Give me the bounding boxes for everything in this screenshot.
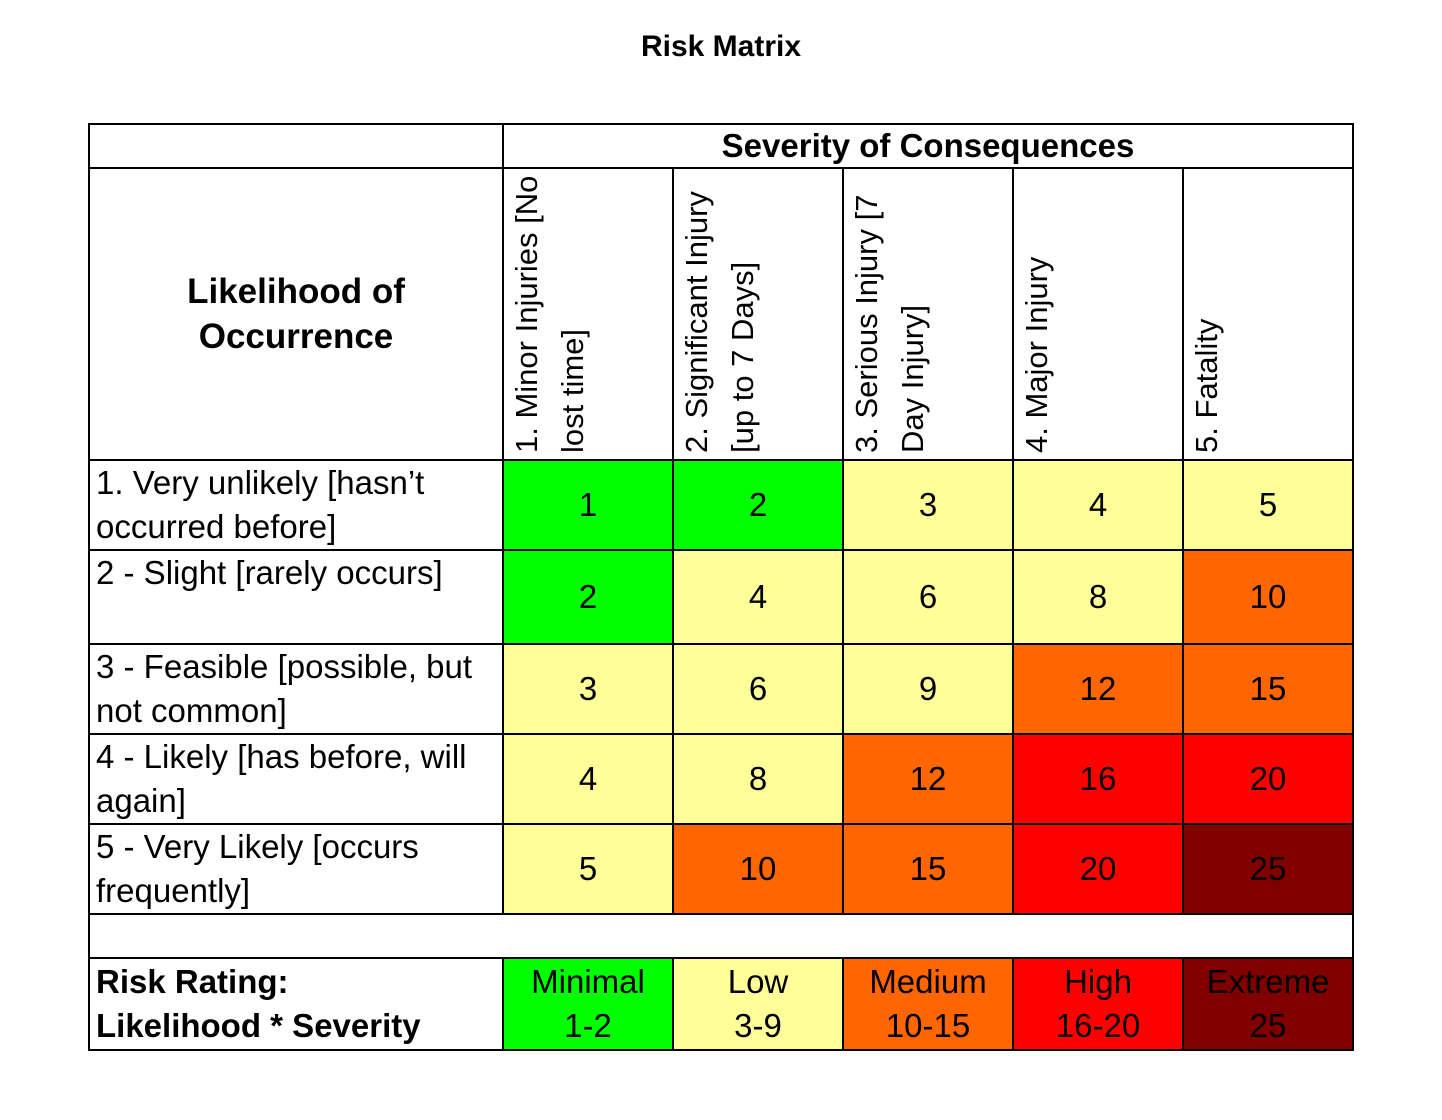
severity-column-header: 2. Significant Injury [up to 7 Days]: [672, 167, 844, 461]
risk-score-cell: 5: [502, 823, 674, 915]
likelihood-row-label: 5 - Very Likely [occurs frequently]: [88, 823, 504, 915]
risk-score-cell: 4: [502, 733, 674, 825]
risk-score-cell: 25: [1182, 823, 1354, 915]
risk-score-cell: 20: [1012, 823, 1184, 915]
likelihood-row-label-line2: occurred before]: [96, 508, 337, 545]
risk-score-cell: 10: [672, 823, 844, 915]
severity-column-header: 4. Major Injury: [1012, 167, 1184, 461]
severity-column-label: 5. Fatality: [1189, 318, 1224, 453]
legend-level-range: 16-20: [1055, 1007, 1141, 1044]
legend-level-name: Low: [727, 963, 789, 1000]
severity-column-label: 2. Significant Injury [up to 7 Days]: [679, 191, 760, 453]
risk-score-cell: 3: [502, 643, 674, 735]
risk-score-cell: 8: [1012, 549, 1184, 645]
risk-score-cell: 15: [842, 823, 1014, 915]
likelihood-row-label-line1: 3 - Feasible [possible, but: [96, 648, 473, 685]
severity-column-header: 1. Minor Injuries [No lost time]: [502, 167, 674, 461]
risk-score-cell: 8: [672, 733, 844, 825]
risk-matrix-table: Severity of Consequences Likelihood of O…: [88, 123, 1354, 1051]
risk-score-cell: 6: [672, 643, 844, 735]
likelihood-title: Likelihood of Occurrence: [88, 167, 504, 461]
likelihood-row-label-line2: again]: [96, 782, 186, 819]
legend-level-range: 10-15: [885, 1007, 971, 1044]
risk-score-cell: 12: [1012, 643, 1184, 735]
likelihood-row-label-line1: 2 - Slight [rarely occurs]: [96, 554, 443, 591]
likelihood-row: 2 - Slight [rarely occurs] 2 4 6 8 10: [88, 549, 1354, 645]
legend-medium: Medium 10-15: [842, 957, 1014, 1051]
legend-label-line1: Risk Rating:: [96, 963, 289, 1000]
risk-score-cell: 9: [842, 643, 1014, 735]
page-title: Risk Matrix: [640, 30, 802, 63]
likelihood-row: 1. Very unlikely [hasn’t occurred before]…: [88, 459, 1354, 551]
legend-minimal: Minimal 1-2: [502, 957, 674, 1051]
likelihood-row: 4 - Likely [has before, will again] 4 8 12 16…: [88, 733, 1354, 825]
risk-score-cell: 16: [1012, 733, 1184, 825]
likelihood-row-label: 2 - Slight [rarely occurs]: [88, 549, 504, 645]
severity-column-header: 5. Fatality: [1182, 167, 1354, 461]
likelihood-row: 3 - Feasible [possible, but not common] 3 6…: [88, 643, 1354, 735]
risk-score-cell: 10: [1182, 549, 1354, 645]
legend-level-name: High: [1064, 963, 1132, 1000]
legend-level-name: Medium: [869, 963, 987, 1000]
risk-score-cell: 4: [672, 549, 844, 645]
risk-score-cell: 4: [1012, 459, 1184, 551]
risk-score-cell: 20: [1182, 733, 1354, 825]
corner-cell: [88, 123, 504, 169]
likelihood-row-label: 4 - Likely [has before, will again]: [88, 733, 504, 825]
legend-level-name: Extreme: [1206, 963, 1330, 1000]
likelihood-row: 5 - Very Likely [occurs frequently] 5 10 15 2…: [88, 823, 1354, 915]
severity-column-header: 3. Serious Injury [7 Day Injury]: [842, 167, 1014, 461]
likelihood-row-label: 3 - Feasible [possible, but not common]: [88, 643, 504, 735]
severity-column-label: 3. Serious Injury [7 Day Injury]: [849, 194, 930, 453]
risk-score-cell: 5: [1182, 459, 1354, 551]
risk-score-cell: 6: [842, 549, 1014, 645]
likelihood-row-label-line2: not common]: [96, 692, 287, 729]
legend-label: Risk Rating: Likelihood * Severity: [88, 957, 504, 1051]
likelihood-row-label-line1: 1. Very unlikely [hasn’t: [96, 464, 425, 501]
severity-column-label: 1. Minor Injuries [No lost time]: [509, 175, 590, 453]
risk-score-cell: 2: [502, 549, 674, 645]
legend-level-range: 25: [1249, 1007, 1287, 1044]
spacer-row: [88, 913, 1354, 959]
risk-score-cell: 1: [502, 459, 674, 551]
likelihood-row-label-line1: 5 - Very Likely [occurs: [96, 828, 419, 865]
risk-score-cell: 12: [842, 733, 1014, 825]
legend-level-range: 1-2: [564, 1007, 612, 1044]
likelihood-row-label: 1. Very unlikely [hasn’t occurred before]: [88, 459, 504, 551]
legend-label-line2: Likelihood * Severity: [96, 1007, 421, 1044]
likelihood-row-label-line1: 4 - Likely [has before, will: [96, 738, 467, 775]
legend-high: High 16-20: [1012, 957, 1184, 1051]
risk-score-cell: 3: [842, 459, 1014, 551]
risk-score-cell: 15: [1182, 643, 1354, 735]
legend-level-range: 3-9: [734, 1007, 782, 1044]
likelihood-title-line2: Occurrence: [198, 317, 394, 356]
likelihood-row-label-line2: frequently]: [96, 872, 251, 909]
severity-column-label: 4. Major Injury: [1019, 256, 1054, 453]
risk-score-cell: 2: [672, 459, 844, 551]
legend-level-name: Minimal: [531, 963, 645, 1000]
legend-low: Low 3-9: [672, 957, 844, 1051]
severity-title: Severity of Consequences: [502, 123, 1354, 169]
legend-extreme: Extreme 25: [1182, 957, 1354, 1051]
likelihood-title-line1: Likelihood of: [187, 272, 405, 311]
